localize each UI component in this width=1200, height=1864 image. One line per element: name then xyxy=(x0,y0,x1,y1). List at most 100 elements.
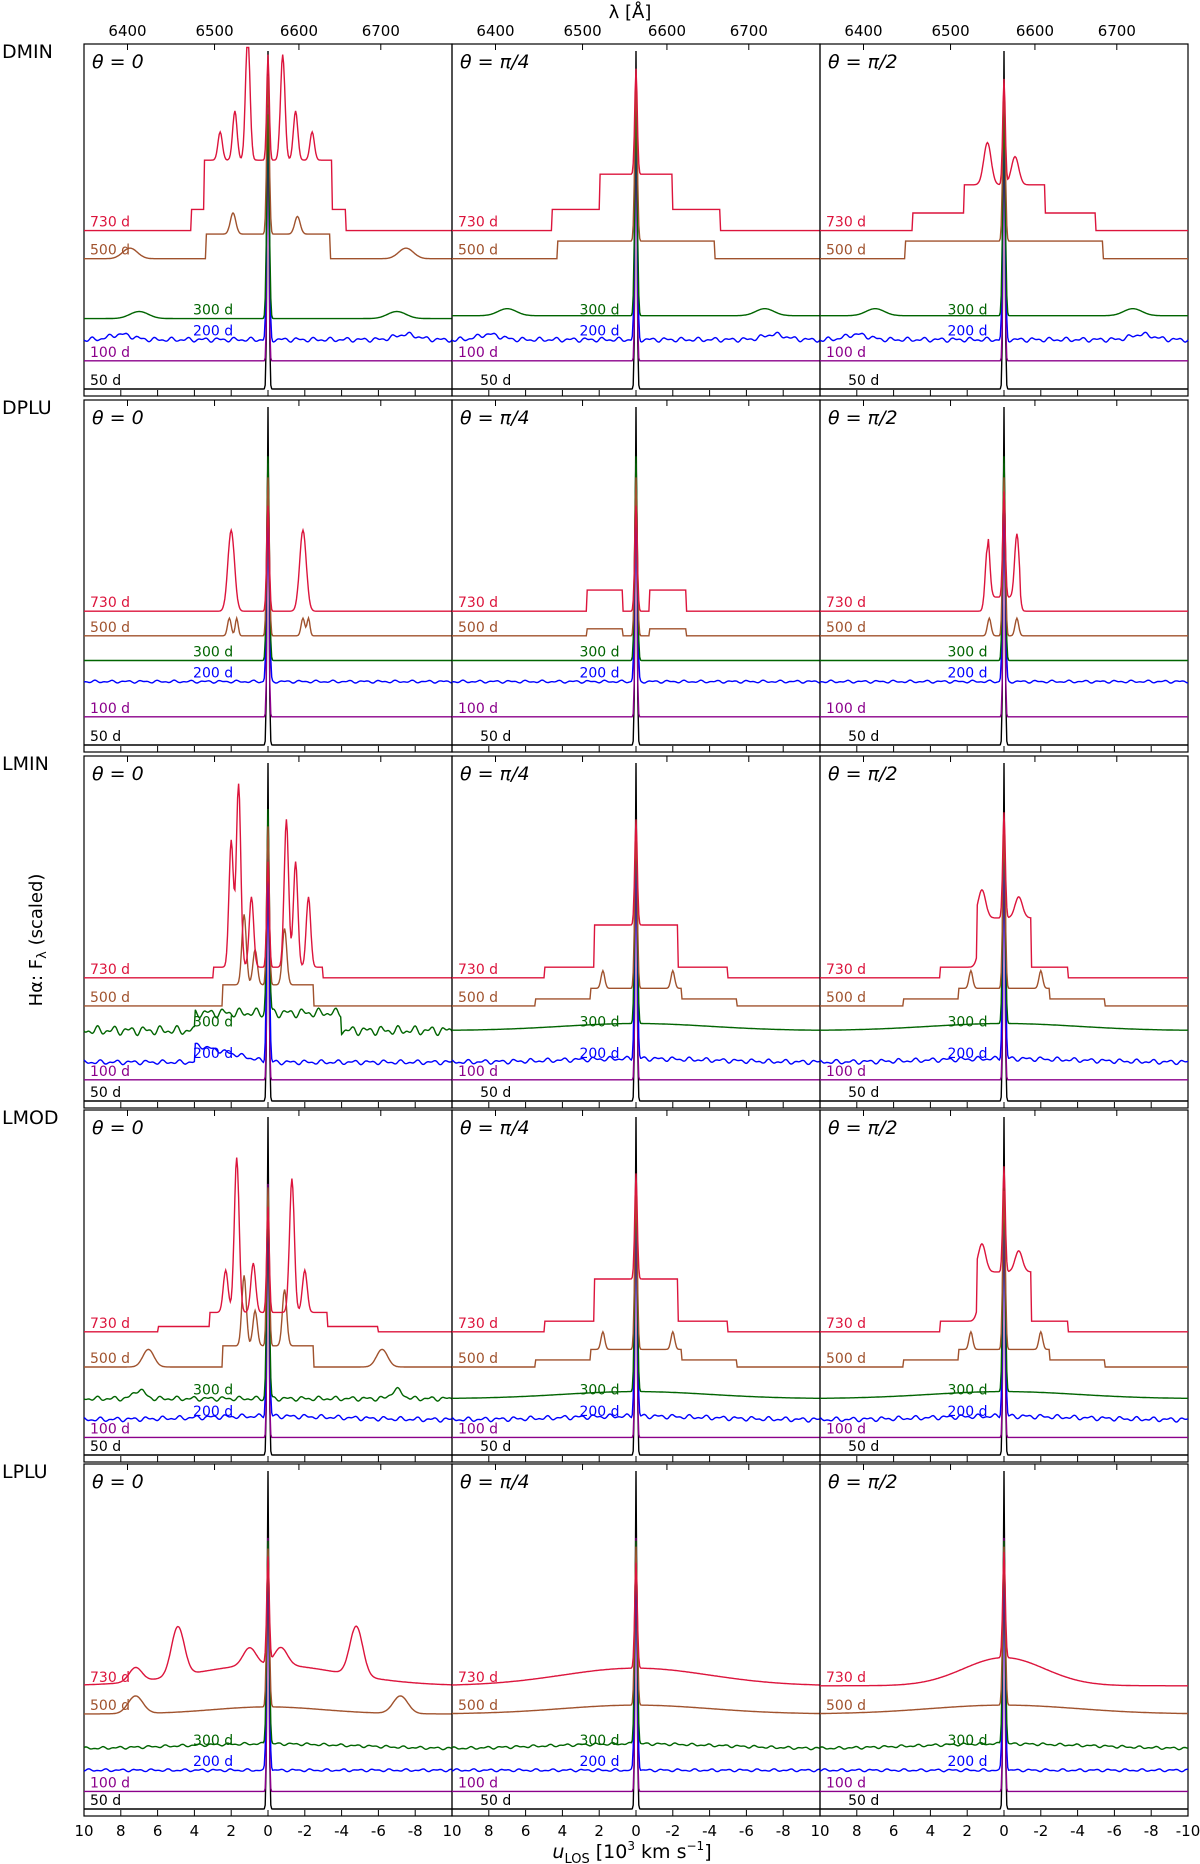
model-label: LMIN xyxy=(2,753,49,775)
panel-lmod-2: 50 d 100 d 200 d 300 d 500 d 730 d θ = π/2 xyxy=(819,1109,1189,1463)
series-label: 200 d xyxy=(193,666,233,682)
x-tick-label: 2 xyxy=(226,1822,236,1840)
angle-label: θ = π/4 xyxy=(460,1117,530,1139)
series-label: 50 d xyxy=(90,1085,121,1101)
series-label: 200 d xyxy=(579,1754,619,1770)
series-label: 200 d xyxy=(947,324,987,340)
bottom-axis-label-units: [10 xyxy=(590,1841,628,1863)
series-line xyxy=(452,1546,820,1715)
series-line xyxy=(820,1190,1188,1368)
y-axis-label-tail: (scaled) xyxy=(26,874,47,952)
x-tick-label: -6 xyxy=(371,1822,386,1840)
series-line xyxy=(819,847,1189,1066)
series-line xyxy=(84,1187,452,1368)
series-label: 100 d xyxy=(458,345,498,361)
series-line xyxy=(820,762,1188,1102)
x-tick-label: 2 xyxy=(962,1822,972,1840)
angle-label: θ = π/2 xyxy=(828,763,898,785)
angle-label: θ = π/4 xyxy=(460,51,530,73)
series-label: 300 d xyxy=(193,644,233,660)
series-label: 50 d xyxy=(480,729,511,745)
series-line xyxy=(84,456,452,662)
x-tick-label: 0 xyxy=(263,1822,273,1840)
series-label: 50 d xyxy=(848,1085,879,1101)
series-line xyxy=(820,78,1188,232)
series-label: 500 d xyxy=(826,1351,866,1367)
angle-label: θ = π/4 xyxy=(460,1471,530,1493)
series-label: 730 d xyxy=(90,215,130,231)
series-label: 300 d xyxy=(579,1383,619,1399)
series-label: 200 d xyxy=(947,1754,987,1770)
x-tick-label: -8 xyxy=(1144,1822,1159,1840)
series-label: 200 d xyxy=(947,1046,987,1062)
series-label: 100 d xyxy=(458,1421,498,1437)
bottom-axis-label-units2: km s xyxy=(635,1841,687,1863)
series-label: 300 d xyxy=(579,1733,619,1749)
panel-lmin-0: 50 d 100 d 200 d 300 d 500 d 730 d θ = 0 LMIN xyxy=(2,753,453,1109)
series-line xyxy=(84,1556,452,1686)
x-tick-label: 6 xyxy=(153,1822,163,1840)
series-line xyxy=(83,1194,453,1402)
series-label: 50 d xyxy=(848,373,879,389)
series-label: 500 d xyxy=(90,1351,130,1367)
x-tick-label: 6 xyxy=(889,1822,899,1840)
series-line xyxy=(451,1205,821,1423)
series-label: 100 d xyxy=(458,1064,498,1080)
x-tick-label: -4 xyxy=(702,1822,717,1840)
x2-tick-label: 6600 xyxy=(1016,22,1054,40)
bottom-axis-label: uLOS [103 km s−1] xyxy=(552,1839,711,1864)
series-line xyxy=(820,477,1188,637)
series-label: 100 d xyxy=(90,1421,130,1437)
series-label: 300 d xyxy=(947,1015,987,1031)
series-line xyxy=(451,1559,821,1773)
series-label: 100 d xyxy=(826,1064,866,1080)
panel-dmin-2: 50 d 100 d 200 d 300 d 500 d 730 d θ = π/2 6400… xyxy=(819,22,1189,397)
panel-lmod-1: 50 d 100 d 200 d 300 d 500 d 730 d θ = π/4 xyxy=(451,1109,821,1463)
series-label: 730 d xyxy=(458,962,498,978)
series-line xyxy=(452,1173,820,1333)
series-line xyxy=(820,1470,1188,1810)
series-label: 730 d xyxy=(90,595,130,611)
panel-dplu-1: 50 d 100 d 200 d 300 d 500 d 730 d θ = π/4 xyxy=(451,399,821,753)
series-label: 300 d xyxy=(193,303,233,319)
series-line xyxy=(83,1205,453,1423)
panel-lplu-1: 50 d 100 d 200 d 300 d 500 d 730 d θ = π/4 10 8 6… xyxy=(442,1463,821,1840)
series-line xyxy=(820,1546,1188,1715)
bottom-axis-label-close: ] xyxy=(704,1841,711,1863)
series-label: 730 d xyxy=(826,962,866,978)
series-label: 300 d xyxy=(947,1733,987,1749)
series-label: 50 d xyxy=(90,373,121,389)
series-label: 500 d xyxy=(458,620,498,636)
panel-lplu-0: 50 d 100 d 200 d 300 d 500 d 730 d θ = 0 LPLU 10… xyxy=(2,1461,453,1840)
series-line xyxy=(84,114,452,320)
series-label: 200 d xyxy=(579,1046,619,1062)
series-label: 300 d xyxy=(193,1015,233,1031)
series-line xyxy=(451,847,821,1066)
series-label: 500 d xyxy=(458,1698,498,1714)
series-label: 50 d xyxy=(480,373,511,389)
series-label: 200 d xyxy=(947,666,987,682)
series-line xyxy=(452,1190,820,1368)
series-label: 730 d xyxy=(826,1670,866,1686)
series-line xyxy=(820,111,1188,317)
x-tick-label: -6 xyxy=(739,1822,754,1840)
series-label: 300 d xyxy=(579,1015,619,1031)
series-line xyxy=(84,1157,452,1333)
bottom-axis-label-exp: 3 xyxy=(627,1839,635,1853)
series-line xyxy=(819,1205,1189,1423)
series-line xyxy=(820,829,1188,1007)
series-label: 500 d xyxy=(826,620,866,636)
series-line xyxy=(84,107,452,362)
series-label: 730 d xyxy=(90,962,130,978)
series-line xyxy=(452,505,820,612)
series-label: 100 d xyxy=(826,1775,866,1791)
series-line xyxy=(820,406,1188,746)
series-label: 500 d xyxy=(458,990,498,1006)
x-tick-label: 8 xyxy=(116,1822,126,1840)
series-label: 200 d xyxy=(193,1404,233,1420)
series-label: 500 d xyxy=(90,1698,130,1714)
series-line xyxy=(84,406,452,746)
x-tick-label: -6 xyxy=(1107,1822,1122,1840)
series-line xyxy=(452,1116,820,1456)
series-label: 500 d xyxy=(826,1698,866,1714)
